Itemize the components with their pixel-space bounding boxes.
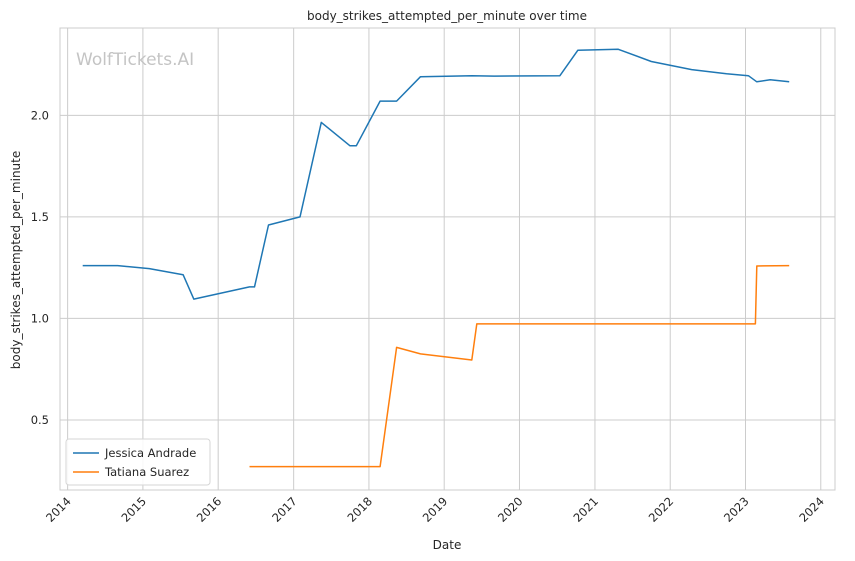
y-tick-label: 1.5 — [31, 210, 49, 224]
legend-box — [65, 438, 211, 486]
grid — [60, 28, 835, 490]
x-tick-label: 2017 — [269, 494, 300, 525]
x-tick-label: 2019 — [420, 494, 451, 525]
y-tick-label: 1.0 — [31, 311, 49, 325]
y-tick-label: 2.0 — [31, 108, 49, 122]
x-axis-label: Date — [433, 538, 462, 552]
legend-label-tatiana-suarez: Tatiana Suarez — [104, 465, 189, 479]
x-tick-label: 2022 — [646, 494, 677, 525]
plot-background — [59, 27, 836, 491]
y-axis-label: body_strikes_attempted_per_minute — [9, 151, 23, 369]
series-lines — [82, 48, 790, 468]
series-line-jessica-andrade — [82, 48, 790, 300]
watermark: WolfTickets.AI — [76, 50, 194, 70]
y-tick-label: 0.5 — [31, 413, 49, 427]
x-tick-label: 2018 — [344, 494, 375, 525]
chart-title: body_strikes_attempted_per_minute over t… — [307, 9, 587, 23]
x-tick-label: 2024 — [796, 494, 827, 525]
series-line-tatiana-suarez — [249, 264, 790, 468]
x-tick-label: 2014 — [43, 494, 74, 525]
x-tick-label: 2021 — [570, 494, 601, 525]
x-tick-label: 2023 — [721, 494, 752, 525]
y-tick-labels: 0.5 1.0 1.5 2.0 — [31, 108, 49, 427]
x-tick-labels: 2014 2015 2016 2017 2018 2019 2020 2021 2022 2023… — [43, 494, 827, 525]
legend: Jessica Andrade Tatiana Suarez — [65, 438, 211, 486]
x-tick-label: 2020 — [495, 494, 526, 525]
x-tick-label: 2016 — [194, 494, 225, 525]
legend-label-jessica-andrade: Jessica Andrade — [104, 446, 196, 460]
x-tick-label: 2015 — [118, 494, 149, 525]
